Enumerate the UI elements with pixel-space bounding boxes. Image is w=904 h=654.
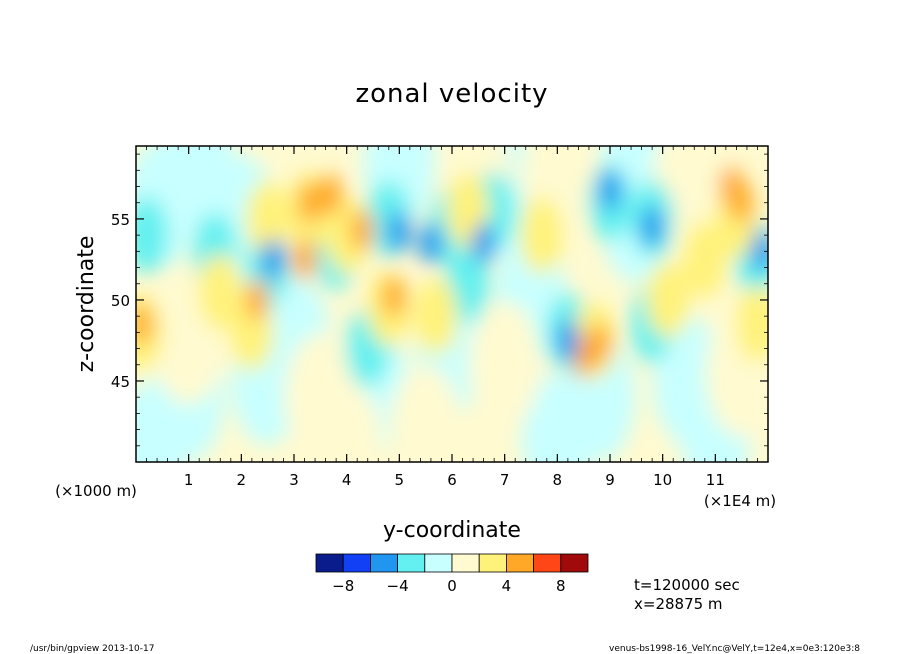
footer-right: venus-bs1998-16_VelY.nc@VelY,t=12e4,x=0e… xyxy=(609,644,860,654)
x-tick-label: 3 xyxy=(289,471,299,489)
position-annotation: x=28875 m xyxy=(634,595,723,613)
field-cell xyxy=(751,230,768,273)
field-cell xyxy=(446,245,490,323)
x-axis: 1 2 3 4 5 6 7 8 9 10 11 xyxy=(146,146,769,489)
colorbar-swatch xyxy=(505,553,534,573)
colorbar-tick-label: 0 xyxy=(447,577,457,595)
colorbar-tick-label: 4 xyxy=(502,577,512,595)
y-tick-label: 45 xyxy=(111,373,130,391)
field-cell xyxy=(521,373,594,462)
colorbar-tick-label: 8 xyxy=(556,577,566,595)
x-tick-label: 2 xyxy=(237,471,247,489)
x-tick-label: 9 xyxy=(605,471,615,489)
field-cell xyxy=(292,238,317,281)
field-cell xyxy=(198,253,242,331)
field-cell xyxy=(350,209,375,252)
colorbar-swatch xyxy=(478,553,507,573)
field-cell xyxy=(246,180,290,258)
field-cell xyxy=(719,165,743,208)
field-cell xyxy=(598,168,622,211)
colorbar-swatch xyxy=(451,553,480,573)
colorbar-swatch xyxy=(560,553,589,573)
field-cell xyxy=(471,222,496,265)
field-cell xyxy=(468,300,541,429)
field-cell xyxy=(261,238,285,281)
field-cell xyxy=(245,279,269,321)
field-cell xyxy=(382,275,406,318)
field-cell xyxy=(683,221,727,298)
field-cell xyxy=(556,319,580,362)
colorbar-swatch xyxy=(342,553,371,573)
field-cell xyxy=(136,381,188,462)
chart-title: zonal velocity xyxy=(355,79,548,109)
colorbar: −8 −4 0 4 8 xyxy=(315,553,589,595)
field-cell xyxy=(136,196,169,274)
y-axis: 45 50 55 xyxy=(111,153,768,447)
y-axis-label: z-coordinate xyxy=(74,236,99,373)
colorbar-tick-label: −8 xyxy=(332,577,354,595)
x-tick-label: 7 xyxy=(500,471,510,489)
x-unit-right-label: (×1E4 m) xyxy=(704,492,776,510)
field-cell xyxy=(414,277,458,355)
field-cells xyxy=(136,146,768,462)
field-cell xyxy=(310,381,383,462)
x-tick-label: 4 xyxy=(342,471,352,489)
field-cell xyxy=(136,303,153,346)
time-annotation: t=120000 sec xyxy=(634,576,740,594)
field-cell xyxy=(640,206,664,248)
field-cell xyxy=(646,261,690,339)
colorbar-swatch xyxy=(369,553,398,573)
field-cell xyxy=(387,211,412,253)
field-cell xyxy=(319,173,343,216)
field-cell xyxy=(298,181,322,224)
x-tick-label: 6 xyxy=(447,471,457,489)
x-unit-left-label: (×1000 m) xyxy=(55,482,137,500)
x-tick-label: 10 xyxy=(653,471,672,489)
x-tick-label: 5 xyxy=(395,471,405,489)
y-tick-label: 50 xyxy=(111,292,130,310)
plot-area xyxy=(136,146,768,462)
field-cell xyxy=(519,196,564,274)
colorbar-tick-label: −4 xyxy=(387,577,409,595)
field-cell xyxy=(735,285,768,363)
x-tick-label: 1 xyxy=(184,471,194,489)
colorbar-swatch xyxy=(397,553,426,573)
colorbar-swatch xyxy=(424,553,453,573)
x-tick-label: 8 xyxy=(553,471,563,489)
colorbar-swatch xyxy=(315,553,344,573)
field-cell xyxy=(419,222,443,265)
footer-left: /usr/bin/gpview 2013-10-17 xyxy=(30,644,154,654)
colorbar-swatch xyxy=(533,553,562,573)
field-cell xyxy=(389,365,462,462)
x-tick-label: 11 xyxy=(706,471,725,489)
field-cell xyxy=(163,146,236,235)
x-axis-label: y-coordinate xyxy=(383,518,521,543)
y-tick-label: 55 xyxy=(111,211,130,229)
